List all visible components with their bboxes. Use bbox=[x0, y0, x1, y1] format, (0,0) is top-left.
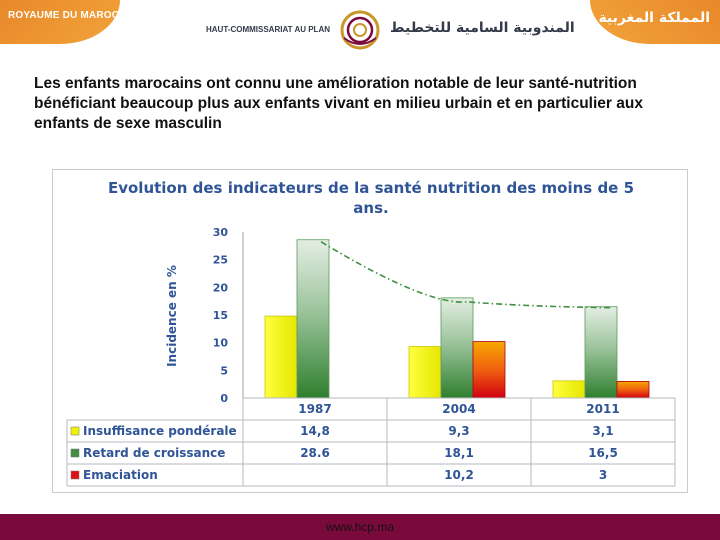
y-tick-label: 20 bbox=[213, 281, 229, 294]
y-tick-label: 30 bbox=[213, 226, 229, 239]
institution-name-ar: المندوبية السامية للتخطيط bbox=[390, 20, 575, 36]
chart-svg: Evolution des indicateurs de la santé nu… bbox=[66, 179, 676, 487]
legend-label: Emaciation bbox=[83, 468, 158, 482]
data-table: 1987 2004 2011 Insuffisance pondérale 14,8 9,… bbox=[66, 397, 676, 487]
kingdom-name-fr: ROYAUME DU MAROC bbox=[8, 10, 120, 21]
y-tick-label: 5 bbox=[220, 364, 228, 377]
chart-title-line2: ans. bbox=[353, 199, 388, 217]
chart-panel: Evolution des indicateurs de la santé nu… bbox=[52, 169, 688, 493]
legend-label: Retard de croissance bbox=[83, 446, 225, 460]
legend-swatch bbox=[70, 470, 80, 480]
bar-retard bbox=[440, 297, 474, 399]
footer-url: www.hcp.ma bbox=[325, 520, 395, 534]
table-cell-value: 10,2 bbox=[444, 468, 474, 482]
table-cell-value: 14,8 bbox=[300, 424, 330, 438]
bar-retard bbox=[296, 239, 330, 399]
bar-emaciation bbox=[472, 341, 506, 399]
y-axis-ticks: 0 5 10 15 20 25 30 bbox=[213, 226, 229, 405]
headline: Les enfants marocains ont connu une amél… bbox=[34, 75, 643, 132]
table-cell-value: 18,1 bbox=[444, 446, 474, 460]
y-tick-label: 10 bbox=[213, 337, 229, 350]
category-label: 2011 bbox=[586, 402, 619, 416]
hcp-logo-icon bbox=[340, 10, 380, 50]
page-header: ROYAUME DU MAROC المملكة المغربية HAUT-C… bbox=[0, 0, 720, 66]
table-cell-value: 9,3 bbox=[448, 424, 469, 438]
category-label: 2004 bbox=[442, 402, 475, 416]
institution-name-fr: HAUT-COMMISSARIAT AU PLAN bbox=[206, 25, 330, 34]
table-cell-value: 3 bbox=[599, 468, 607, 482]
header-left-band bbox=[0, 0, 120, 44]
kingdom-name-ar: المملكة المغربية bbox=[598, 10, 710, 26]
bar-emaciation bbox=[616, 380, 650, 399]
legend-label: Insuffisance pondérale bbox=[83, 424, 237, 438]
bar-insuffisance bbox=[552, 380, 586, 399]
category-label: 1987 bbox=[298, 402, 331, 416]
y-axis-label: Incidence en % bbox=[165, 265, 179, 367]
chart-title-line1: Evolution des indicateurs de la santé nu… bbox=[108, 179, 634, 197]
y-tick-label: 0 bbox=[220, 392, 228, 405]
bar-insuffisance bbox=[264, 315, 298, 399]
table-cell-value: 16,5 bbox=[588, 446, 618, 460]
y-tick-label: 15 bbox=[213, 309, 228, 322]
legend-swatch bbox=[70, 426, 80, 436]
table-cell-value: 28.6 bbox=[300, 446, 330, 460]
legend-swatch bbox=[70, 448, 80, 458]
table-cell-value: 3,1 bbox=[592, 424, 613, 438]
plot-area bbox=[242, 232, 675, 399]
bar-insuffisance bbox=[408, 346, 442, 399]
y-tick-label: 25 bbox=[213, 254, 228, 267]
bar-retard bbox=[584, 306, 618, 399]
page-footer: www.hcp.ma bbox=[0, 514, 720, 540]
